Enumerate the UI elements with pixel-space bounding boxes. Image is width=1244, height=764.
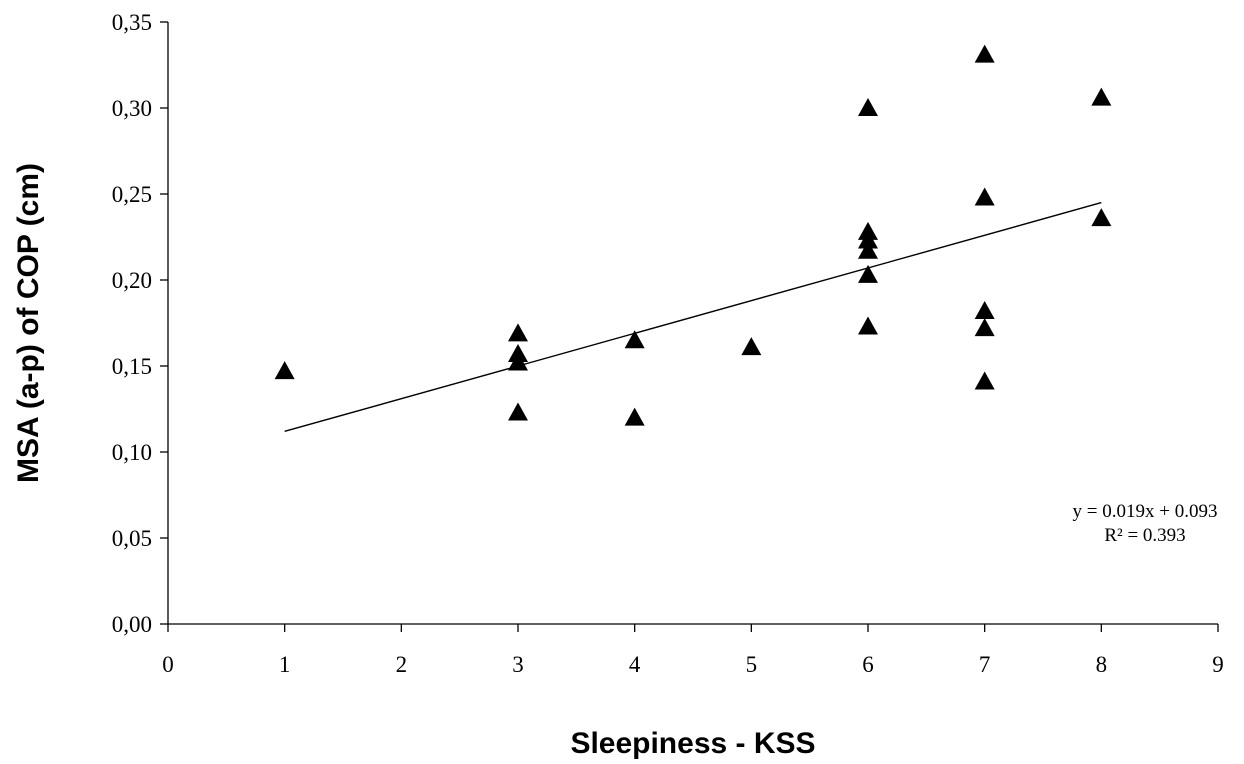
data-points [274, 44, 1112, 426]
data-point [858, 240, 878, 259]
y-tick-label: 0,10 [112, 440, 152, 465]
x-tick-label: 5 [746, 652, 758, 677]
data-point [1091, 208, 1112, 227]
x-tick-label: 7 [979, 652, 991, 677]
y-tick-label: 0,00 [112, 612, 152, 637]
data-point [508, 402, 528, 421]
x-tick-label: 9 [1212, 652, 1224, 677]
x-tick-label: 3 [512, 652, 524, 677]
r-squared-label: R² = 0.393 [1104, 525, 1185, 546]
data-point [274, 361, 295, 380]
x-ticks: 0 1 2 3 4 5 6 7 8 9 [162, 624, 1224, 677]
y-tick-label: 0,25 [112, 182, 152, 207]
data-point [974, 318, 995, 337]
data-point [624, 407, 645, 426]
data-point [974, 44, 995, 63]
data-point [974, 187, 995, 206]
data-point [1091, 87, 1112, 106]
data-point [508, 323, 528, 342]
x-tick-label: 8 [1096, 652, 1108, 677]
trendline [284, 201, 1102, 433]
x-axis-title: Sleepiness - KSS [570, 727, 815, 760]
y-tick-label: 0,20 [112, 268, 152, 293]
x-tick-label: 4 [629, 652, 641, 677]
y-tick-label: 0,30 [112, 96, 152, 121]
data-point [624, 330, 645, 349]
x-tick-label: 0 [162, 652, 174, 677]
y-axis-title: MSA (a-p) of COP (cm) [12, 163, 45, 483]
data-point [858, 230, 878, 249]
x-tick-label: 6 [862, 652, 874, 677]
data-point [858, 264, 878, 283]
trendline-equation: y = 0.019x + 0.093 [1073, 501, 1218, 522]
x-tick-label: 2 [396, 652, 408, 677]
x-tick-label: 1 [279, 652, 291, 677]
y-tick-label: 0,35 [112, 10, 152, 35]
y-tick-label: 0,15 [112, 354, 152, 379]
data-point [508, 352, 528, 371]
y-tick-label: 0,05 [112, 526, 152, 551]
data-point [741, 337, 762, 356]
data-point [974, 300, 995, 319]
y-ticks: 0,00 0,05 0,10 0,15 0,20 0,25 0,30 0,35 [112, 10, 168, 637]
axes [167, 22, 1218, 625]
data-point [858, 98, 878, 116]
data-point [974, 371, 995, 390]
data-point [858, 316, 878, 335]
